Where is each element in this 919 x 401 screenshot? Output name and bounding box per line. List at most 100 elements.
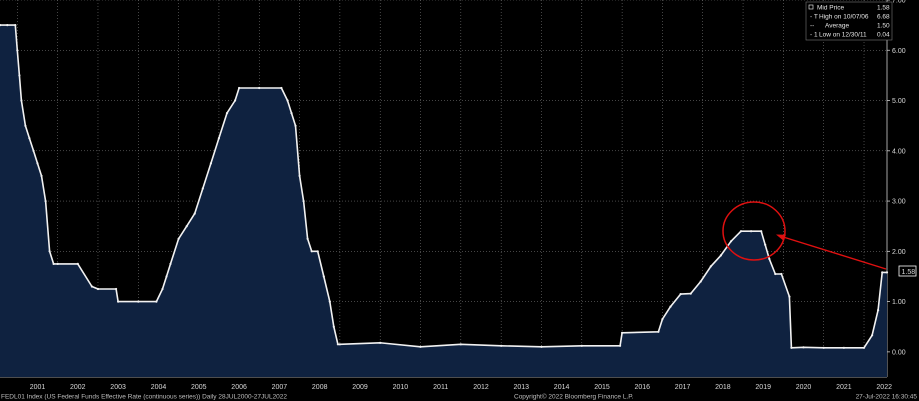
last-value-box — [898, 265, 917, 277]
footer-copyright: Copyright© 2022 Bloomberg Finance L.P. — [514, 393, 634, 401]
data-point-66 — [739, 230, 743, 233]
last-value-label: 1.58 — [902, 269, 916, 276]
x-tick-label-2020: 2020 — [796, 384, 812, 391]
data-point-30 — [217, 137, 220, 140]
data-point-45 — [328, 300, 331, 303]
data-point-20 — [137, 300, 140, 303]
data-point-50 — [419, 345, 422, 348]
data-point-18 — [115, 287, 118, 291]
data-point-63 — [709, 265, 712, 268]
x-tick-label-2014: 2014 — [554, 384, 570, 391]
data-point-82 — [885, 271, 889, 274]
legend-label-1: High on 10/07/06 — [819, 14, 869, 21]
x-tick-label-2005: 2005 — [191, 384, 207, 391]
legend-marker-high: - T — [810, 14, 818, 21]
data-point-38 — [294, 124, 297, 127]
data-point-10 — [40, 174, 43, 177]
y-tick-label-1: 1.00 — [892, 299, 906, 306]
data-point-81 — [881, 271, 884, 274]
data-point-58 — [661, 318, 664, 321]
data-point-14 — [56, 262, 59, 265]
data-point-19 — [117, 300, 120, 303]
footer-timestamp: 27-Jul-2022 16:30:45 — [856, 394, 918, 401]
data-point-78 — [862, 346, 866, 349]
data-point-27 — [193, 212, 196, 215]
data-point-17 — [96, 287, 100, 291]
data-point-3 — [16, 49, 19, 52]
data-point-59 — [669, 305, 672, 308]
arrow-head-icon — [776, 234, 786, 241]
legend-label-0: Mid Price — [817, 5, 844, 12]
data-point-56 — [621, 331, 624, 334]
legend: Mid Price 1.58 - T High on 10/07/06 6.68… — [805, 1, 893, 41]
legend-box — [805, 1, 893, 41]
data-point-25 — [177, 237, 180, 240]
data-point-43 — [316, 250, 319, 253]
data-point-65 — [729, 240, 733, 243]
data-point-11 — [44, 200, 47, 203]
data-point-9 — [36, 162, 39, 165]
data-point-37 — [290, 112, 293, 115]
data-point-73 — [788, 295, 791, 298]
y-tick-label-5: 5.00 — [892, 98, 906, 105]
legend-label-3: Low on 12/30/11 — [819, 32, 867, 39]
data-point-32 — [234, 99, 237, 102]
x-axis-ticks: 2001 2002 2003 2004 2005 2006 2007 2008 2009 2010… — [30, 384, 892, 391]
data-point-79 — [871, 334, 874, 337]
data-point-47 — [336, 343, 339, 346]
data-point-52 — [500, 344, 503, 347]
x-tick-label-2019: 2019 — [755, 384, 771, 391]
legend-value-3: 0.04 — [877, 32, 890, 39]
data-point-1 — [6, 24, 9, 27]
data-point-22 — [161, 287, 164, 291]
data-point-21 — [155, 300, 158, 303]
series-area — [0, 25, 887, 377]
data-point-51 — [459, 343, 462, 346]
legend-icon-mid — [808, 4, 814, 10]
peak-circle-annotation — [722, 201, 786, 261]
data-point-34 — [258, 86, 261, 90]
x-tick-label-2016: 2016 — [635, 384, 651, 391]
data-point-42 — [310, 250, 313, 253]
y-axis-ticks: 0.00 1.00 2.00 3.00 4.00 5.00 6.00 7.00 — [887, 0, 906, 356]
data-point-26 — [185, 225, 188, 228]
x-tick-label-2015: 2015 — [594, 384, 610, 391]
data-point-0 — [0, 24, 2, 27]
data-point-71 — [774, 272, 777, 276]
data-point-2 — [14, 24, 17, 27]
legend-label-2: Average — [825, 23, 849, 30]
data-point-40 — [302, 200, 305, 203]
legend-value-0: 1.58 — [877, 5, 890, 12]
x-tick-label-2004: 2004 — [151, 384, 167, 391]
data-point-55 — [619, 344, 622, 347]
data-point-61 — [689, 292, 692, 295]
y-tick-label-2: 2.00 — [892, 249, 906, 256]
data-point-57 — [657, 330, 660, 333]
x-tick-label-2007: 2007 — [272, 384, 288, 391]
series-markers — [0, 24, 889, 349]
data-point-5 — [20, 99, 23, 102]
x-tick-label-2018: 2018 — [715, 384, 731, 391]
data-point-8 — [32, 149, 35, 152]
data-point-44 — [322, 275, 325, 278]
x-tick-label-2009: 2009 — [352, 384, 368, 391]
x-tick-label-2012: 2012 — [473, 384, 489, 391]
x-tick-label-2003: 2003 — [110, 384, 126, 391]
data-point-67 — [750, 230, 753, 233]
data-point-29 — [209, 162, 212, 165]
x-tick-label-2001: 2001 — [30, 384, 46, 391]
legend-marker-low: - 1 — [810, 32, 818, 39]
y-tick-label-6: 6.00 — [892, 48, 906, 55]
data-point-6 — [24, 124, 27, 127]
data-point-72 — [780, 272, 783, 276]
y-tick-label-0: 0.00 — [892, 349, 906, 356]
data-point-68 — [760, 230, 763, 233]
x-tick-label-2002: 2002 — [70, 384, 86, 391]
x-tick-label-2006: 2006 — [231, 384, 247, 391]
legend-marker-average: -- — [810, 23, 814, 30]
legend-value-2: 1.50 — [877, 23, 890, 30]
y-tick-label-3: 3.00 — [892, 199, 906, 206]
data-point-7 — [28, 137, 31, 140]
data-point-70 — [768, 257, 771, 260]
